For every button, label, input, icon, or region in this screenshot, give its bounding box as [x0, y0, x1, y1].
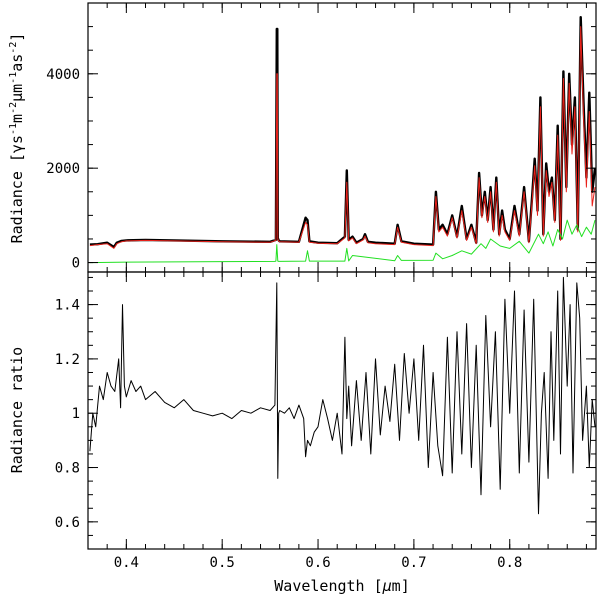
bottom-xtick-labels: 0.4 0.5 0.6 0.7 0.8: [114, 555, 523, 571]
bottom-xtick-label: 0.6: [305, 555, 330, 571]
bottom-ytick-label: 1: [72, 406, 80, 422]
top-ytick-label: 4000: [46, 67, 80, 83]
top-series: [89, 16, 597, 264]
bottom-ytick-label: 0.8: [55, 461, 80, 477]
top-y-axis-label: Radiance [γs-1m-2μm-1as-2]: [8, 33, 26, 244]
top-series-observed: [89, 16, 597, 249]
bottom-series: [89, 276, 596, 515]
top-ytick-label: 2000: [46, 161, 80, 177]
bottom-y-axis-label: Radiance ratio: [8, 347, 26, 473]
bottom-xtick-label: 0.8: [497, 555, 522, 571]
top-ticks: [87, 2, 596, 272]
bottom-ticks: [87, 272, 596, 550]
top-series-model: [89, 26, 596, 249]
bottom-ytick-labels: 0.6 0.8 1 1.2 1.4: [55, 298, 80, 531]
bottom-xtick-label: 0.4: [114, 555, 139, 571]
bottom-xtick-label: 0.7: [401, 555, 426, 571]
bottom-panel-frame: [87, 271, 597, 550]
bottom-ytick-label: 1.2: [55, 352, 80, 368]
top-ytick-labels: 0 2000 4000: [46, 67, 80, 272]
bottom-ytick-label: 0.6: [55, 515, 80, 531]
top-series-component: [89, 219, 596, 264]
bottom-series-ratio: [89, 276, 596, 515]
bottom-panel: 0.6 0.8 1 1.2 1.4 0.4 0.5 0.6 0.7 0.8 Radiance r…: [8, 271, 597, 595]
x-axis-label: Wavelength [μm]: [274, 577, 409, 595]
top-panel: 0 2000 4000 Radiance [γs-1m-2μm-1as-2]: [8, 2, 597, 273]
bottom-ytick-label: 1.4: [55, 298, 80, 314]
bottom-xtick-label: 0.5: [210, 555, 235, 571]
top-ytick-label: 0: [72, 256, 80, 272]
